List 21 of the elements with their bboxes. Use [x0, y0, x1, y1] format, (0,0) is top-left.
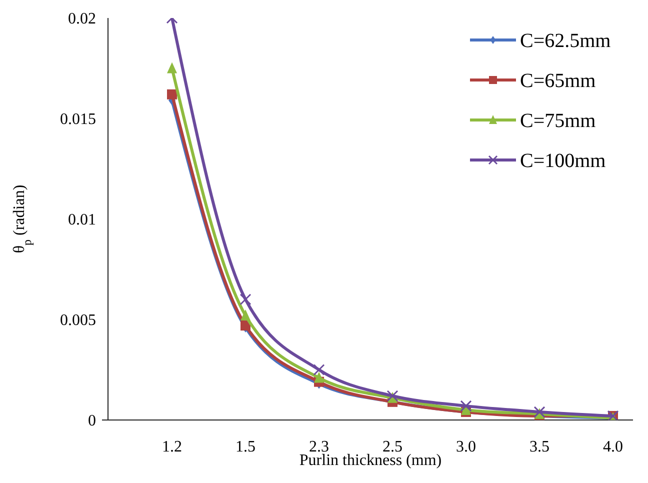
x-tick-label: 1.2 [162, 438, 182, 456]
point [167, 62, 177, 74]
point [314, 372, 324, 383]
x-tick-label: 3.5 [530, 438, 550, 456]
point [313, 364, 325, 376]
legend-label: C=65mm [520, 70, 596, 92]
point [460, 400, 472, 412]
x-tick-label: 1.5 [236, 438, 256, 456]
point [167, 89, 177, 100]
y-tick-label: 0 [88, 412, 96, 430]
legend-label: C=62.5mm [520, 30, 612, 52]
legend-label: C=100mm [520, 150, 606, 172]
point [240, 294, 252, 306]
x-tick-label: 4.0 [603, 438, 623, 456]
x-tick-label: 3.0 [456, 438, 476, 456]
y-tick-label: 0.02 [68, 10, 96, 28]
y-tick-label: 0.005 [60, 312, 96, 330]
y-tick-label: 0.01 [68, 212, 96, 229]
y-tick-label: 0.015 [60, 111, 96, 128]
point [240, 309, 250, 320]
legend-label: C=75mm [520, 110, 596, 132]
